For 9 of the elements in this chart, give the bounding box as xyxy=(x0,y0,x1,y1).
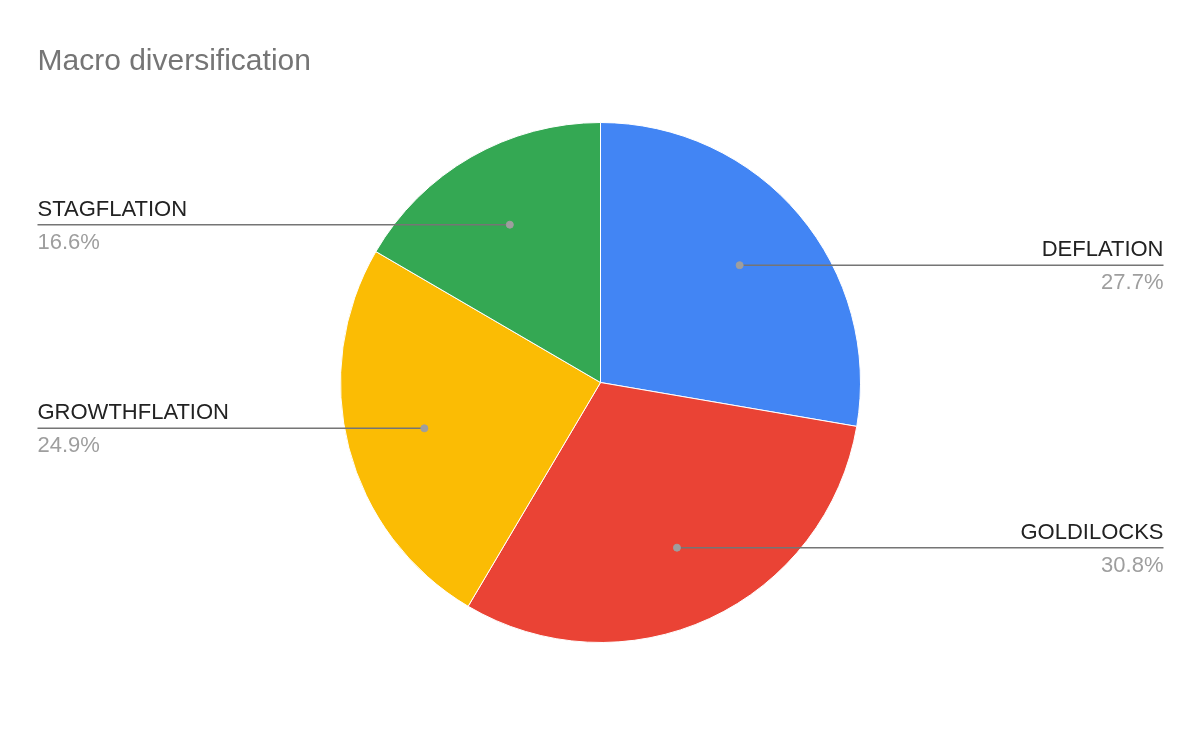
data-label: 30.8% xyxy=(1101,551,1164,577)
slice-label: DEFLATION xyxy=(1041,236,1164,262)
data-label: 27.7% xyxy=(1101,269,1164,295)
data-label: 16.6% xyxy=(37,228,100,254)
slice-label: GROWTHFLATION xyxy=(37,399,229,425)
data-label: 24.9% xyxy=(37,432,100,458)
slice-label: GOLDILOCKS xyxy=(1020,518,1164,544)
chart-title: Macro diversification xyxy=(37,42,311,76)
slice-label: STAGFLATION xyxy=(37,195,188,221)
